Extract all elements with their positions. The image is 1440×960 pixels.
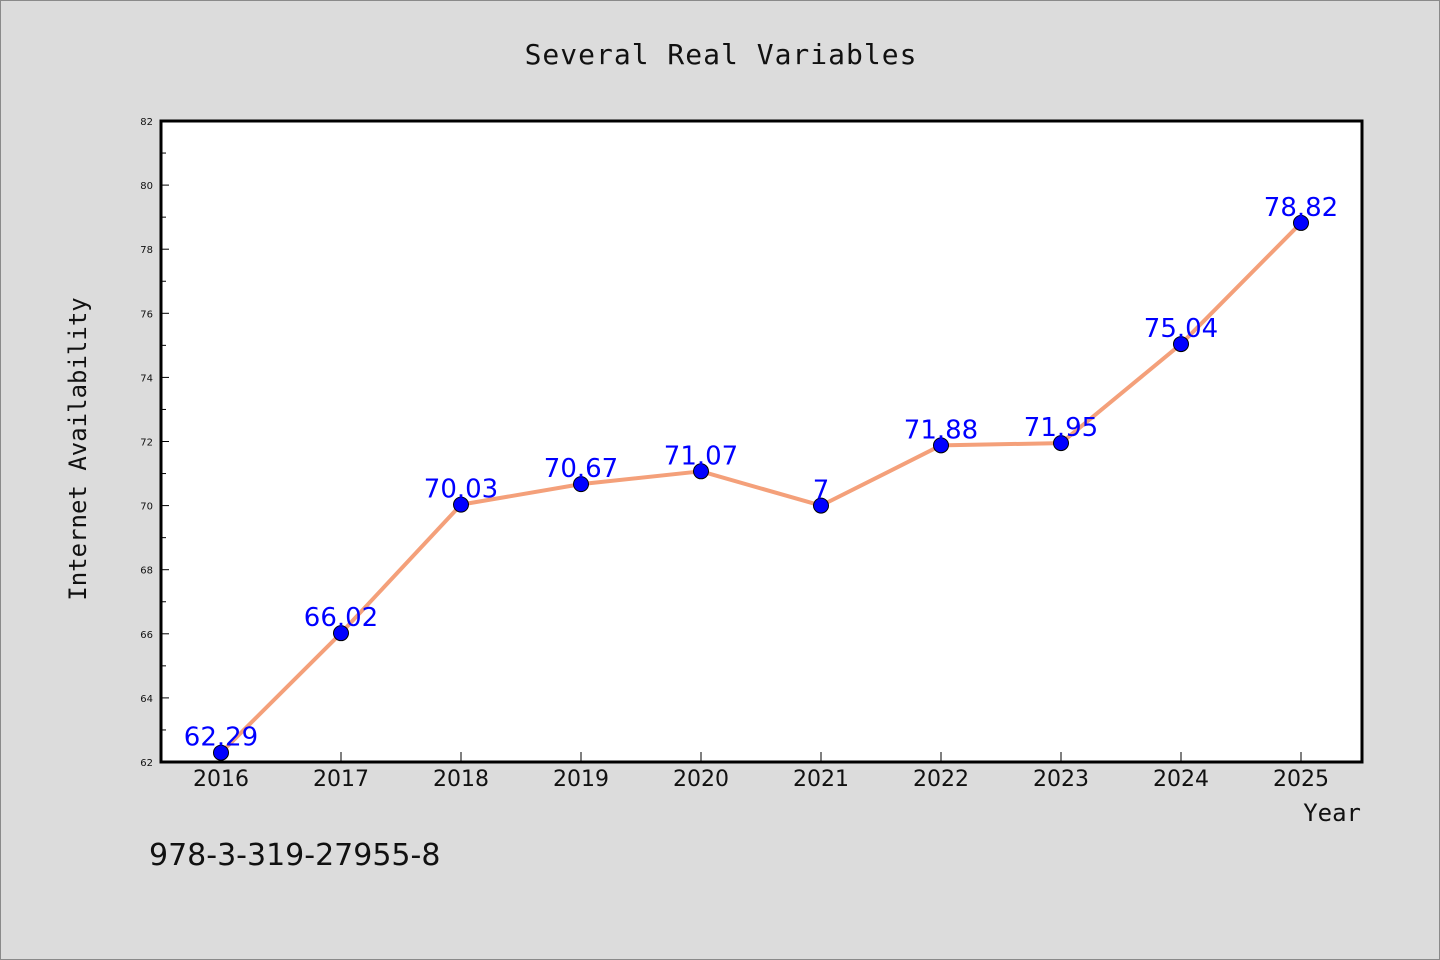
plot-area (161, 121, 1362, 762)
x-tick-label: 2018 (433, 767, 489, 792)
data-label: 71.88 (904, 415, 978, 445)
data-point (573, 476, 589, 493)
y-tick-label: 70 (140, 502, 153, 513)
y-tick-label: 78 (140, 245, 153, 256)
y-tick-label: 62 (140, 758, 153, 769)
data-point (1173, 336, 1189, 353)
y-axis: 62 64 66 68 70 72 74 76 78 80 82 (140, 117, 169, 769)
data-point (933, 437, 949, 454)
data-point (813, 497, 829, 514)
x-axis: 2016 2017 2018 2019 2020 2021 2022 2023 2024 2025 (193, 752, 1329, 792)
y-tick-label: 64 (140, 694, 153, 705)
series-line (219, 221, 1303, 755)
y-tick-label: 68 (140, 566, 153, 577)
data-point (693, 463, 709, 480)
isbn-footnote: 978-3-319-27955-8 (149, 838, 440, 873)
data-label: 78.82 (1264, 193, 1338, 223)
data-label: 75.04 (1144, 314, 1218, 344)
x-tick-label: 2017 (313, 767, 369, 792)
data-point (1053, 435, 1069, 452)
y-tick-label: 76 (140, 309, 153, 320)
data-label: 70.03 (424, 475, 498, 505)
x-tick-label: 2021 (793, 767, 849, 792)
data-label: 66.02 (304, 603, 378, 633)
plot-frame (159, 119, 1364, 764)
data-label: 71.95 (1024, 413, 1098, 443)
series-group: 62.29 66.02 70.03 70.67 71.07 7 71.88 71.95 75.0… (184, 193, 1338, 761)
data-point (453, 496, 469, 513)
x-tick-label: 2019 (553, 767, 609, 792)
data-point (1293, 214, 1309, 231)
x-tick-label: 2020 (673, 767, 729, 792)
y-tick-label: 82 (140, 117, 153, 128)
y-tick-label: 80 (140, 181, 153, 192)
data-point (333, 625, 349, 642)
x-axis-label: Year (1303, 799, 1361, 827)
y-tick-label: 74 (140, 373, 153, 384)
y-axis-label: Internet Availability (64, 297, 92, 600)
x-tick-label: 2024 (1153, 767, 1209, 792)
y-tick-label: 66 (140, 630, 153, 641)
chart-title: Several Real Variables (525, 38, 918, 71)
y-tick-label: 72 (140, 438, 153, 449)
data-label: 70.67 (544, 454, 618, 484)
x-tick-label: 2022 (913, 767, 969, 792)
x-tick-label: 2025 (1273, 767, 1329, 792)
data-label: 62.29 (184, 723, 258, 753)
data-point (213, 744, 229, 761)
x-tick-label: 2023 (1033, 767, 1089, 792)
data-label: 71.07 (664, 441, 738, 471)
data-label: 7 (813, 476, 830, 506)
x-tick-label: 2016 (193, 767, 249, 792)
